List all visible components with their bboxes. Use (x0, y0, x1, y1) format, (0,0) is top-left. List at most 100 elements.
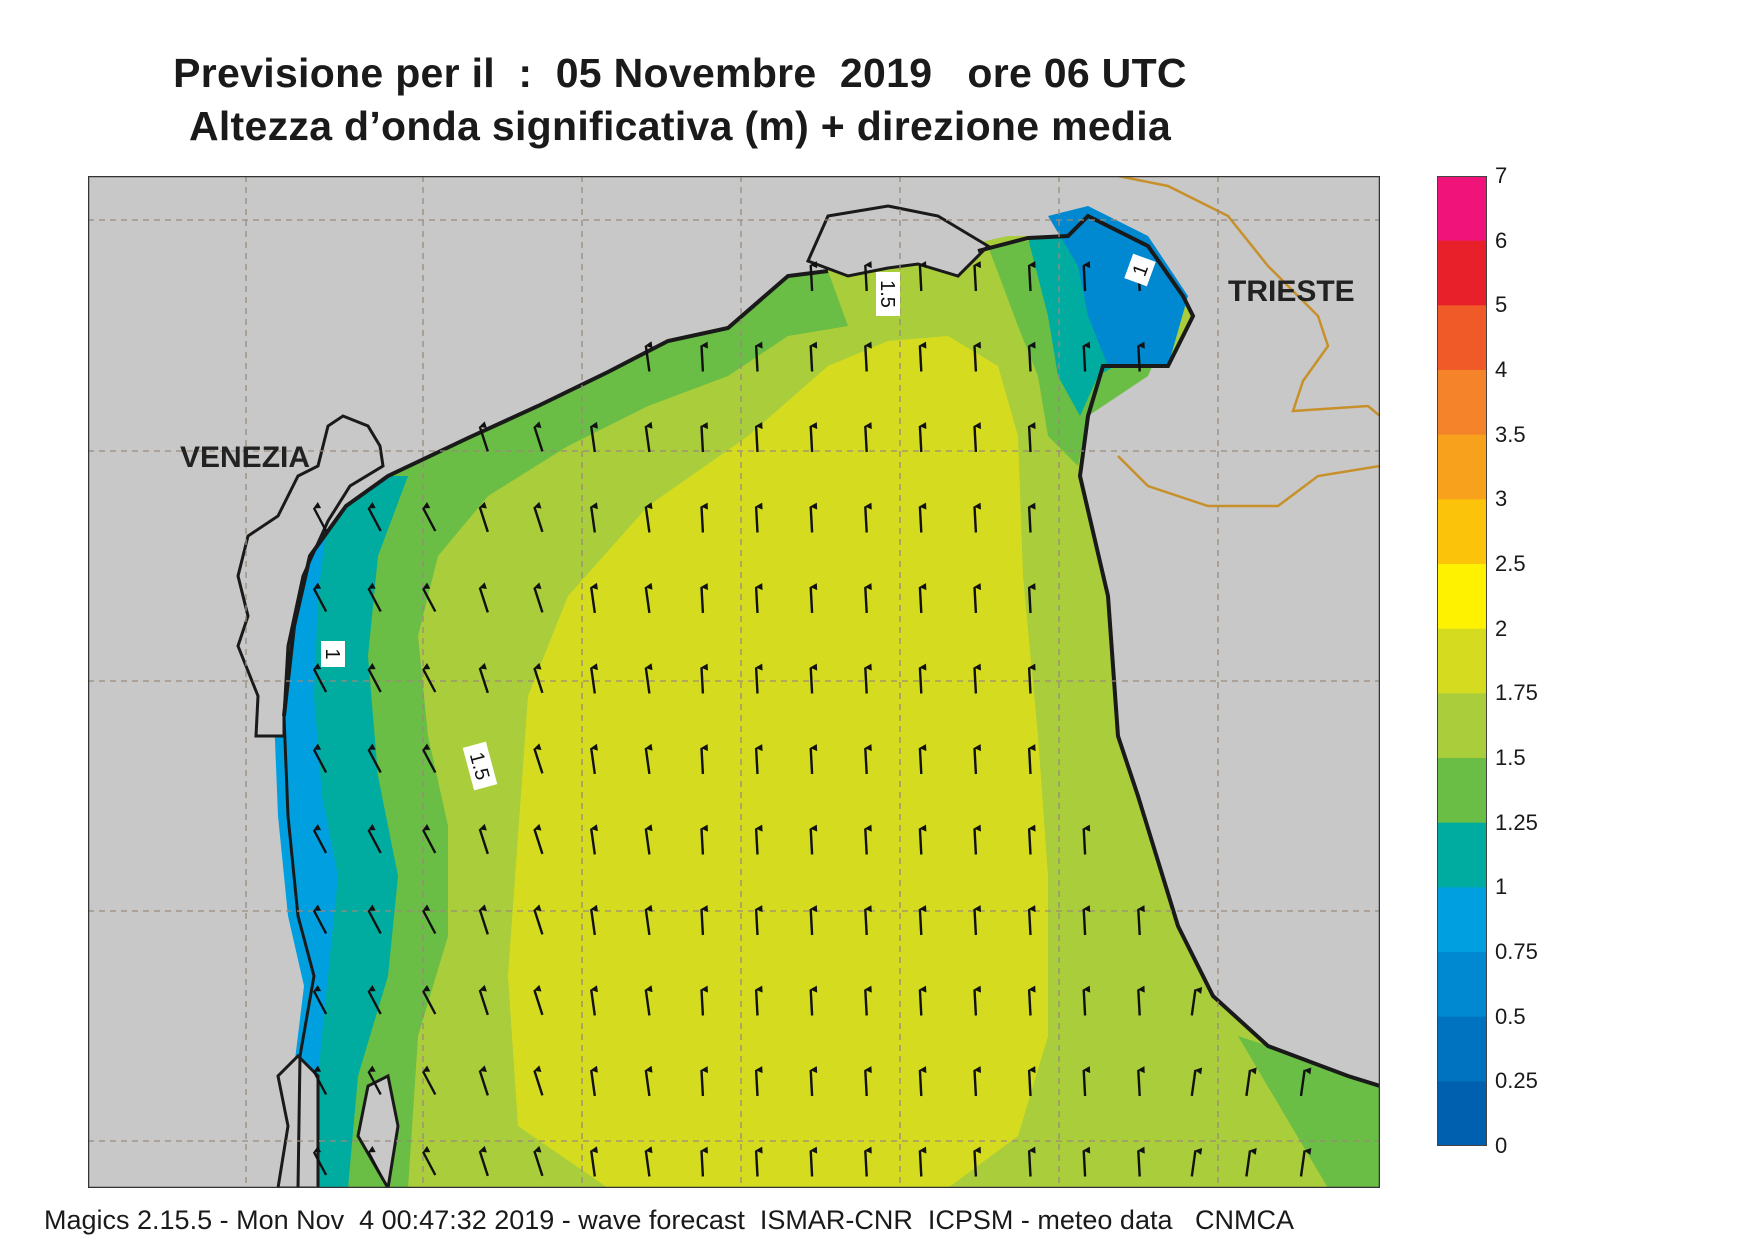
direction-arrow (367, 743, 382, 774)
direction-arrow (973, 824, 981, 855)
direction-arrow (422, 662, 437, 693)
direction-arrow (864, 341, 872, 372)
direction-arrow (367, 1145, 382, 1176)
direction-arrow (973, 422, 981, 453)
legend-label: 4 (1495, 357, 1508, 382)
legend-swatch (1437, 1081, 1487, 1146)
direction-arrow (1027, 422, 1036, 453)
contour-label-west: 1 (321, 641, 345, 667)
direction-arrow (1027, 261, 1036, 292)
direction-arrow (973, 663, 981, 694)
direction-arrow (478, 1145, 489, 1177)
direction-arrow (700, 744, 708, 775)
direction-arrow (809, 1066, 818, 1097)
direction-arrow (918, 1066, 927, 1097)
legend-swatch (1437, 305, 1487, 371)
direction-arrow (590, 502, 598, 533)
legend-label: 3.5 (1495, 421, 1526, 447)
direction-arrow (754, 905, 763, 936)
direction-arrow (700, 1146, 708, 1177)
direction-arrow (1082, 1146, 1091, 1177)
legend-label: 2.5 (1495, 551, 1526, 576)
direction-arrow (864, 663, 872, 694)
direction-arrow (1137, 905, 1145, 936)
direction-arrow (1082, 905, 1091, 936)
legend-swatch (1437, 434, 1487, 500)
direction-arrow (533, 501, 544, 533)
direction-arrow (644, 502, 653, 533)
direction-arrow (1245, 1067, 1257, 1097)
wave-height-map: VENEZIA TRIESTE 1.5 1 1 1.5 (88, 176, 1380, 1188)
direction-arrow (422, 582, 437, 613)
direction-arrow (590, 743, 598, 775)
lat-lon-grid (88, 176, 1380, 1188)
direction-arrow (312, 743, 328, 774)
direction-arrow (809, 663, 818, 694)
direction-arrow (1137, 1146, 1145, 1177)
svg-text:1: 1 (321, 648, 343, 659)
direction-arrow (590, 663, 598, 694)
direction-arrow (1137, 341, 1145, 372)
direction-arrow (367, 984, 382, 1015)
direction-arrow (1027, 824, 1036, 855)
direction-arrow (644, 743, 653, 775)
direction-arrow (754, 341, 763, 372)
direction-arrow (700, 422, 708, 453)
title-line-1: Previsione per il : 05 Novembre 2019 ore… (173, 50, 1187, 96)
direction-arrow (754, 824, 763, 855)
direction-arrow (754, 1066, 763, 1097)
legend-label: 5 (1495, 292, 1508, 318)
legend-label: 0.25 (1495, 1068, 1538, 1094)
sea-1.25-1.5-zone (284, 271, 848, 1188)
legend-label: 1 (1495, 874, 1508, 900)
svg-text:1.5: 1.5 (876, 280, 898, 308)
direction-arrow (1027, 502, 1036, 533)
direction-arrow (533, 1065, 544, 1096)
direction-arrow (973, 583, 981, 614)
direction-arrow (1190, 1148, 1203, 1177)
direction-arrow (312, 662, 328, 693)
direction-arrow (312, 1145, 328, 1176)
direction-arrow (973, 1146, 981, 1177)
direction-arrow (644, 1065, 653, 1097)
color-legend (1437, 176, 1487, 1146)
direction-arrow (809, 824, 818, 855)
direction-arrow (533, 662, 544, 694)
direction-arrow (644, 421, 653, 453)
direction-arrow (312, 904, 328, 935)
legend-swatch (1437, 758, 1487, 824)
direction-arrow (973, 744, 981, 775)
direction-arrow (422, 823, 437, 854)
direction-arrow (700, 985, 708, 1016)
direction-arrow (312, 823, 328, 854)
direction-arrow (478, 501, 489, 533)
direction-arrow (590, 421, 598, 453)
legend-label: 1.25 (1495, 809, 1538, 835)
direction-arrow (809, 422, 818, 453)
direction-arrow (1082, 341, 1091, 372)
legend-swatch (1437, 952, 1487, 1018)
title-line-2: Altezza d’onda significativa (m) + direz… (188, 103, 1172, 149)
direction-arrow (1027, 663, 1036, 694)
direction-arrow (754, 583, 763, 614)
direction-arrow (918, 663, 927, 694)
direction-arrow (367, 501, 382, 532)
direction-arrow (700, 583, 708, 614)
direction-arrow (809, 905, 818, 936)
direction-arrow (864, 824, 872, 855)
direction-arrow (533, 984, 544, 1016)
wave-direction-arrows (312, 261, 1312, 1177)
direction-arrow (1082, 1066, 1091, 1097)
legend-label: 0 (1495, 1133, 1508, 1158)
direction-arrow (478, 1065, 489, 1096)
legend-label: 2 (1495, 615, 1508, 641)
direction-arrow (367, 823, 382, 854)
direction-arrow (1137, 1066, 1145, 1097)
contour-label-trieste: 1 (1124, 253, 1156, 287)
direction-arrow (367, 1065, 382, 1096)
direction-arrow (1190, 1067, 1203, 1097)
direction-arrow (1027, 985, 1036, 1016)
place-trieste: TRIESTE (1228, 275, 1355, 308)
direction-arrow (809, 1146, 818, 1177)
direction-arrow (700, 663, 708, 694)
